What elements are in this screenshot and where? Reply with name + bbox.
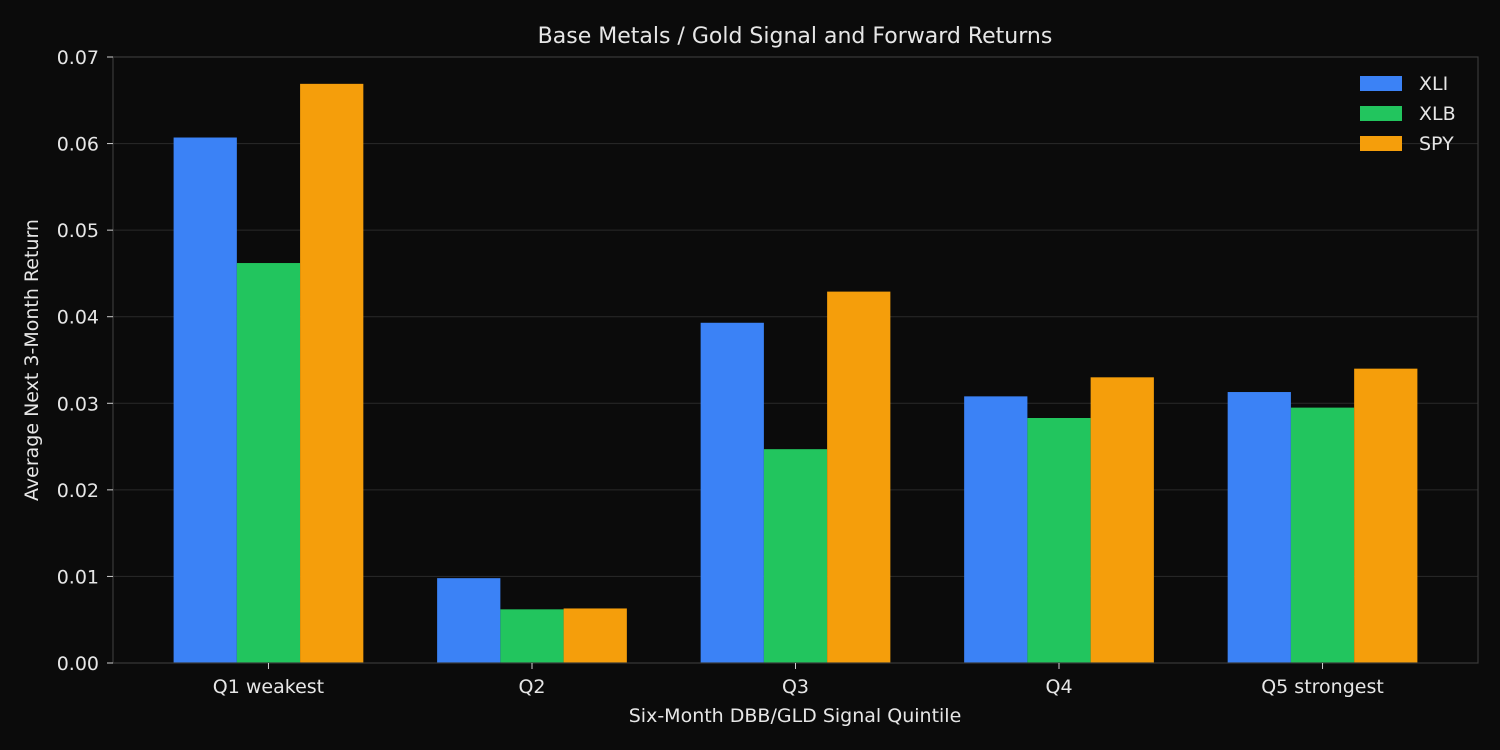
x-axis-label: Six-Month DBB/GLD Signal Quintile — [629, 705, 962, 727]
bar-xli-2 — [437, 578, 501, 663]
bar-xlb-2 — [500, 609, 564, 663]
x-tick-label: Q1 weakest — [213, 676, 324, 698]
legend-label-xli: XLI — [1419, 73, 1448, 95]
x-tick-label: Q3 — [782, 676, 809, 698]
axes: 0.00 0.01 0.02 0.03 0.04 0.05 0.06 0.07 Q1 weake… — [57, 47, 1384, 698]
bar-spy-3 — [827, 291, 891, 663]
x-tick-label: Q2 — [518, 676, 545, 698]
bar-spy-1 — [300, 83, 364, 663]
bar-spy-2 — [563, 608, 627, 663]
y-axis-label: Average Next 3-Month Return — [21, 219, 43, 501]
y-tick-label: 0.00 — [57, 653, 99, 675]
bar-xlb-3 — [763, 449, 828, 663]
y-tick-label: 0.03 — [57, 393, 99, 415]
x-tick-label: Q5 strongest — [1261, 676, 1384, 698]
legend-swatch-xlb — [1360, 106, 1402, 121]
x-tick-label: Q4 — [1045, 676, 1072, 698]
legend-swatch-xli — [1360, 76, 1402, 91]
bar-xli-4 — [964, 396, 1028, 663]
y-tick-label: 0.04 — [57, 307, 99, 329]
bar-xli-3 — [700, 322, 764, 663]
bar-xlb-1 — [236, 263, 301, 663]
bar-xli-1 — [173, 137, 237, 664]
bar-spy-5 — [1354, 368, 1418, 663]
bar-xli-5 — [1227, 392, 1291, 663]
bar-xlb-5 — [1290, 407, 1355, 663]
legend-swatch-spy — [1360, 136, 1402, 151]
bar-spy-4 — [1090, 377, 1154, 663]
bars — [173, 83, 1418, 664]
y-tick-label: 0.07 — [57, 47, 99, 69]
legend-label-xlb: XLB — [1419, 103, 1456, 125]
chart-title: Base Metals / Gold Signal and Forward Re… — [538, 24, 1053, 49]
bar-xlb-4 — [1027, 418, 1091, 663]
y-tick-label: 0.05 — [57, 220, 99, 242]
y-tick-label: 0.06 — [57, 134, 99, 156]
y-tick-label: 0.02 — [57, 480, 99, 502]
legend-label-spy: SPY — [1419, 133, 1454, 155]
legend: XLI XLB SPY — [1360, 73, 1456, 155]
y-tick-label: 0.01 — [57, 566, 99, 588]
